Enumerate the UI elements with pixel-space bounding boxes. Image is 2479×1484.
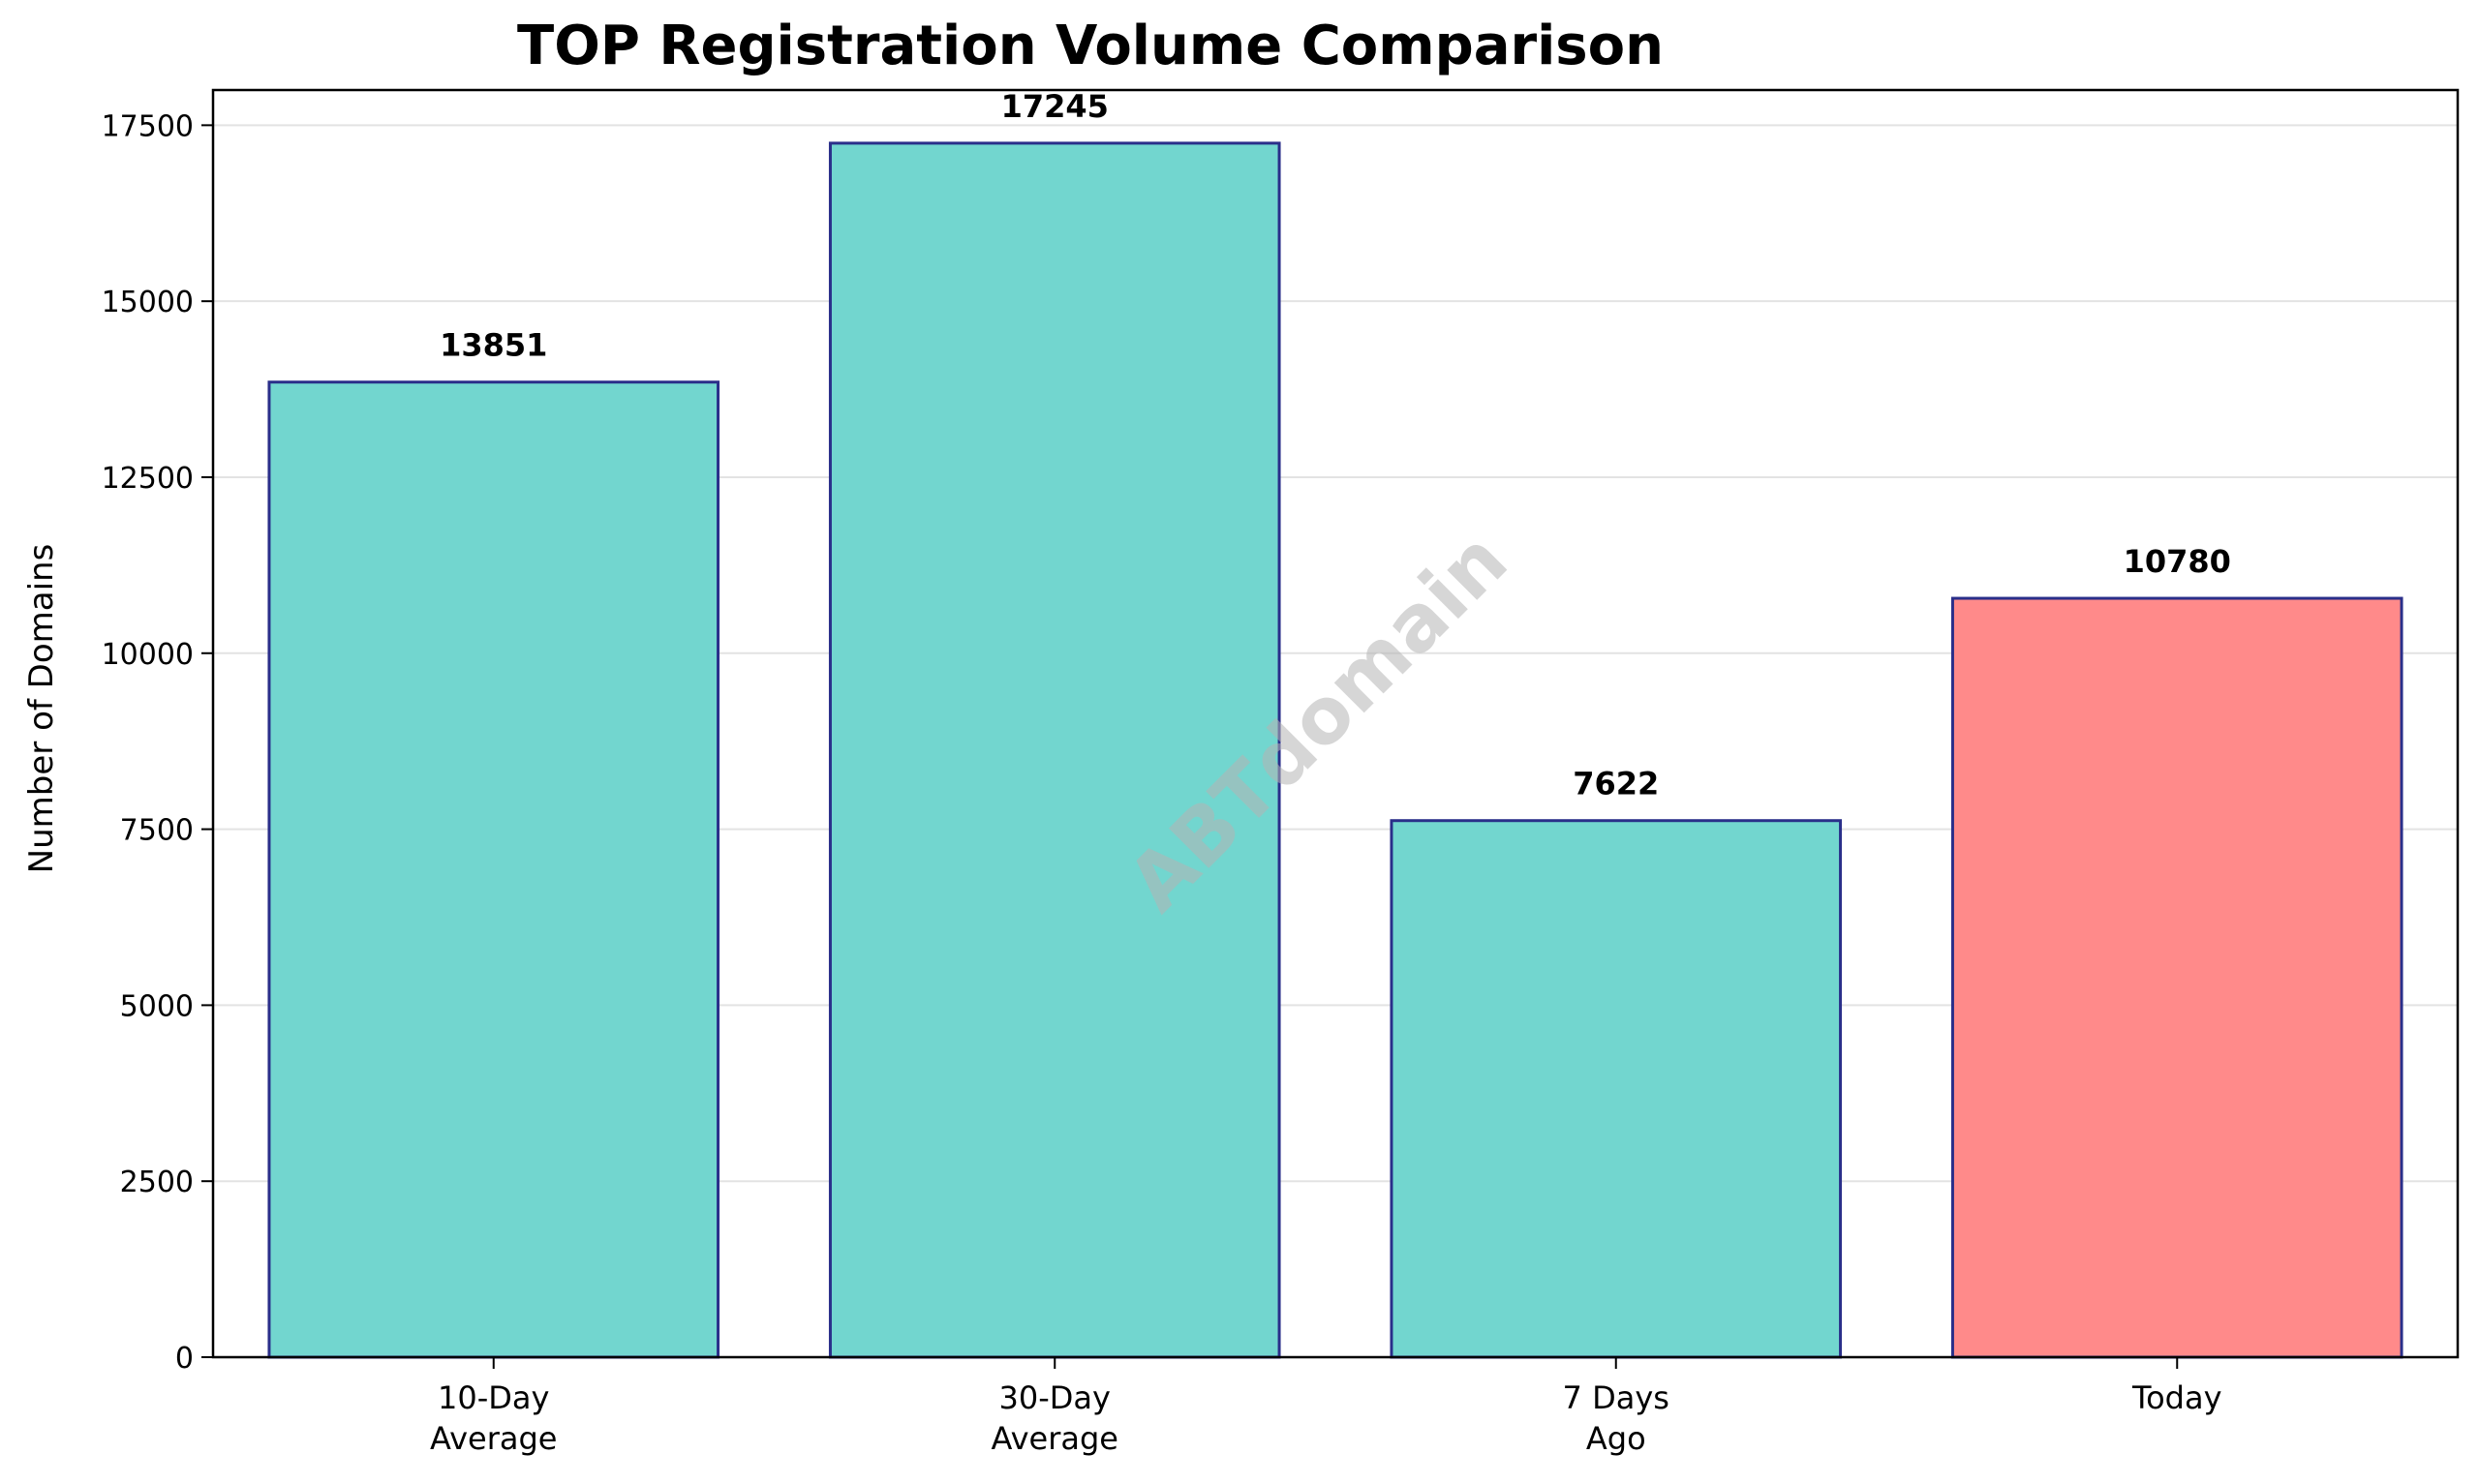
bar [267,380,720,1359]
y-tick-label: 17500 [102,109,194,143]
bar-value-label: 7622 [1573,766,1659,803]
y-tick-label: 0 [175,1342,194,1376]
y-tick-label: 15000 [102,286,194,319]
x-tick-label: Average [992,1420,1118,1457]
x-tick-label: Average [430,1420,557,1457]
bar [828,141,1281,1359]
x-tick-label: Today [2131,1379,2222,1416]
y-tick-label: 5000 [120,989,194,1023]
chart-title: TOP Registration Volume Comparison [517,15,1664,77]
y-tick-label: 2500 [120,1166,194,1199]
plot-frame [211,88,2460,1359]
y-tick-label: 12500 [102,462,194,496]
x-tick-label: Ago [1586,1420,1646,1457]
y-tick-label: 10000 [102,638,194,672]
bar [1390,819,1843,1359]
x-tick-label: 7 Days [1563,1379,1669,1416]
bar-value-label: 13851 [440,327,547,364]
bar-value-label: 10780 [2124,543,2231,580]
axes: 0 2500 5000 7500 10000 12500 15000 17500 10-Day A… [102,88,2460,1457]
x-tick-label: 10-Day [438,1379,549,1416]
bar [1950,596,2403,1359]
y-axis-label: Number of Domains [22,544,61,874]
bar-value-label: 17245 [1001,88,1109,125]
x-tick-label: 30-Day [999,1379,1111,1416]
y-tick-label: 7500 [120,814,194,848]
bars: 13851 17245 7622 10780 [267,88,2403,1359]
